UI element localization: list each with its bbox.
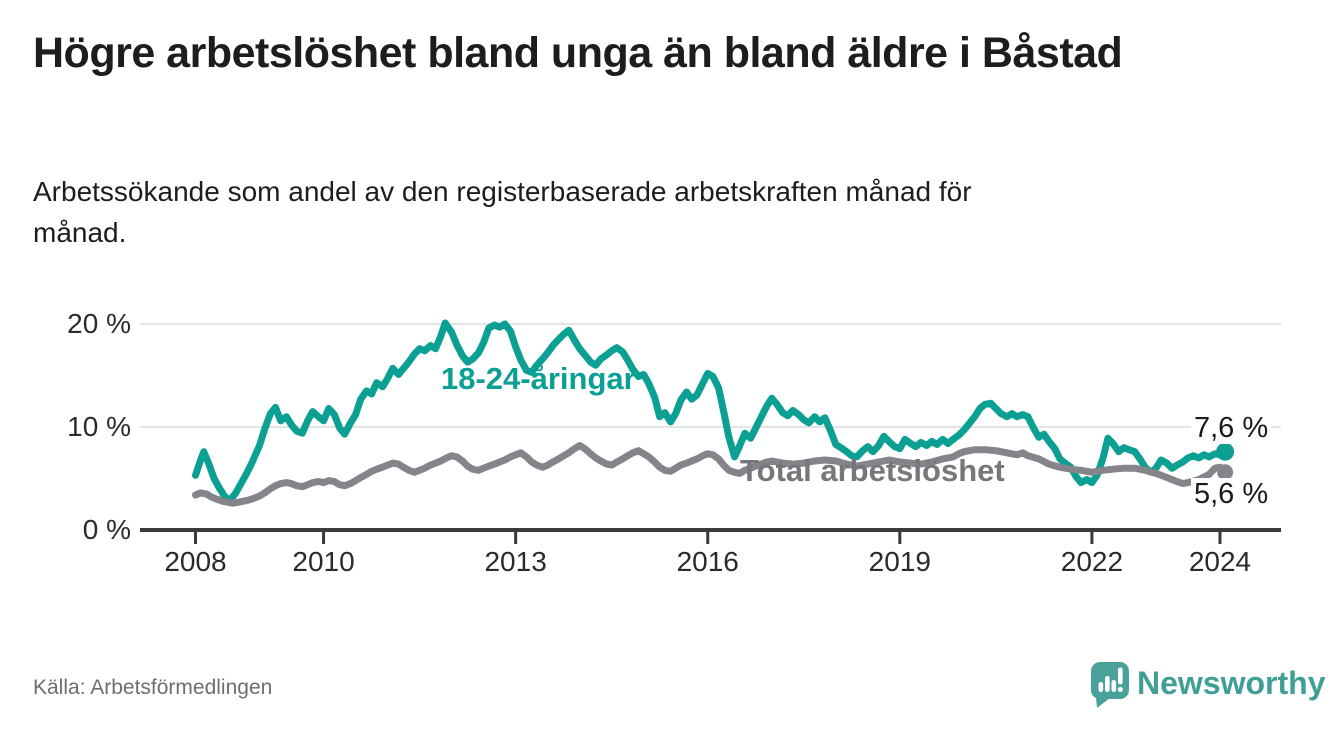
page-title: Högre arbetslöshet bland unga än bland ä… — [33, 29, 1123, 77]
exclamation-mark-dot — [1117, 687, 1123, 692]
bar-chart-bar-3 — [1111, 680, 1117, 692]
y-axis-label-10: 10 % — [67, 411, 131, 442]
speech-bubble — [1091, 662, 1129, 699]
series-end-dot-total — [1217, 464, 1234, 481]
series-label-youth: 18-24-åringar — [441, 361, 636, 396]
x-axis-label-2008: 2008 — [164, 546, 227, 577]
exclamation-mark-stem — [1118, 667, 1123, 685]
y-axis-label-20: 20 % — [67, 308, 131, 339]
x-axis-label-2016: 2016 — [676, 546, 739, 577]
x-axis-label-2019: 2019 — [868, 546, 931, 577]
series-line-total — [192, 442, 1229, 507]
bar-chart-bar-2 — [1105, 676, 1110, 692]
newsworthy-logo-text: Newsworthy — [1137, 665, 1326, 701]
series-end-dot-youth — [1216, 442, 1235, 461]
source-note: Källa: Arbetsförmedlingen — [33, 676, 273, 699]
series-label-total: Total arbetslöshet — [740, 453, 1005, 488]
newsworthy-logo: Newsworthy — [1088, 658, 1325, 710]
x-axis-label-2013: 2013 — [484, 546, 547, 577]
end-value-label-youth: 7,6 % — [1191, 412, 1272, 444]
bar-chart-bar-1 — [1098, 682, 1104, 692]
x-axis-label-2024: 2024 — [1188, 546, 1252, 577]
y-axis-label-0: 0 % — [82, 514, 131, 545]
newsworthy-logo-icon — [1091, 662, 1129, 708]
series-line-youth — [192, 319, 1229, 504]
page-subtitle: Arbetssökande som andel av den registerb… — [33, 176, 972, 248]
x-axis-label-2022: 2022 — [1060, 546, 1124, 577]
end-value-label-total: 5,6 % — [1191, 478, 1272, 510]
x-axis-label-2010: 2010 — [292, 546, 355, 577]
